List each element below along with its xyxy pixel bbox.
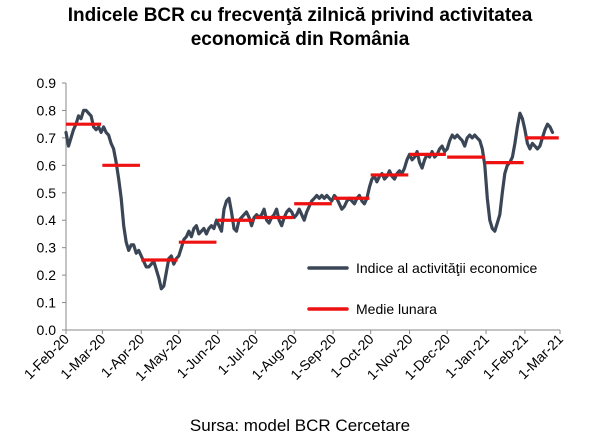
y-tick-label: 0.5 — [37, 185, 57, 201]
chart-title-line-2: economică din România — [190, 29, 410, 50]
x-axis: 1-Feb-201-Mar-201-Apr-201-May-201-Jun-20… — [21, 329, 566, 384]
activity-index-line — [64, 108, 555, 291]
legend-label-activity-index: Indice al activităţii economice — [356, 260, 538, 276]
chart-title-line-1: Indicele BCR cu frecvenţă zilnică privin… — [67, 5, 533, 26]
y-tick-label: 0.3 — [37, 240, 57, 256]
plot-area — [64, 108, 559, 291]
legend-label-monthly-average: Medie lunara — [356, 301, 437, 317]
y-tick-label: 0.4 — [37, 212, 57, 228]
y-tick-label: 0.7 — [37, 130, 57, 146]
y-tick-label: 0.2 — [37, 267, 57, 283]
y-tick-label: 0.9 — [37, 75, 57, 91]
y-axis: 0.0 0.1 0.2 0.3 0.4 0.5 0.6 0.7 0.8 0.9 — [37, 75, 67, 338]
legend: Indice al activităţii economice Medie lun… — [307, 260, 538, 317]
source-note: Sursa: model BCR Cercetare — [189, 416, 411, 435]
y-tick-label: 0.1 — [37, 295, 57, 311]
chart-title: Indicele BCR cu frecvenţă zilnică privin… — [0, 4, 600, 52]
y-tick-label: 0.6 — [37, 157, 57, 173]
y-tick-label: 0.0 — [37, 322, 57, 338]
y-tick-label: 0.8 — [37, 102, 57, 118]
